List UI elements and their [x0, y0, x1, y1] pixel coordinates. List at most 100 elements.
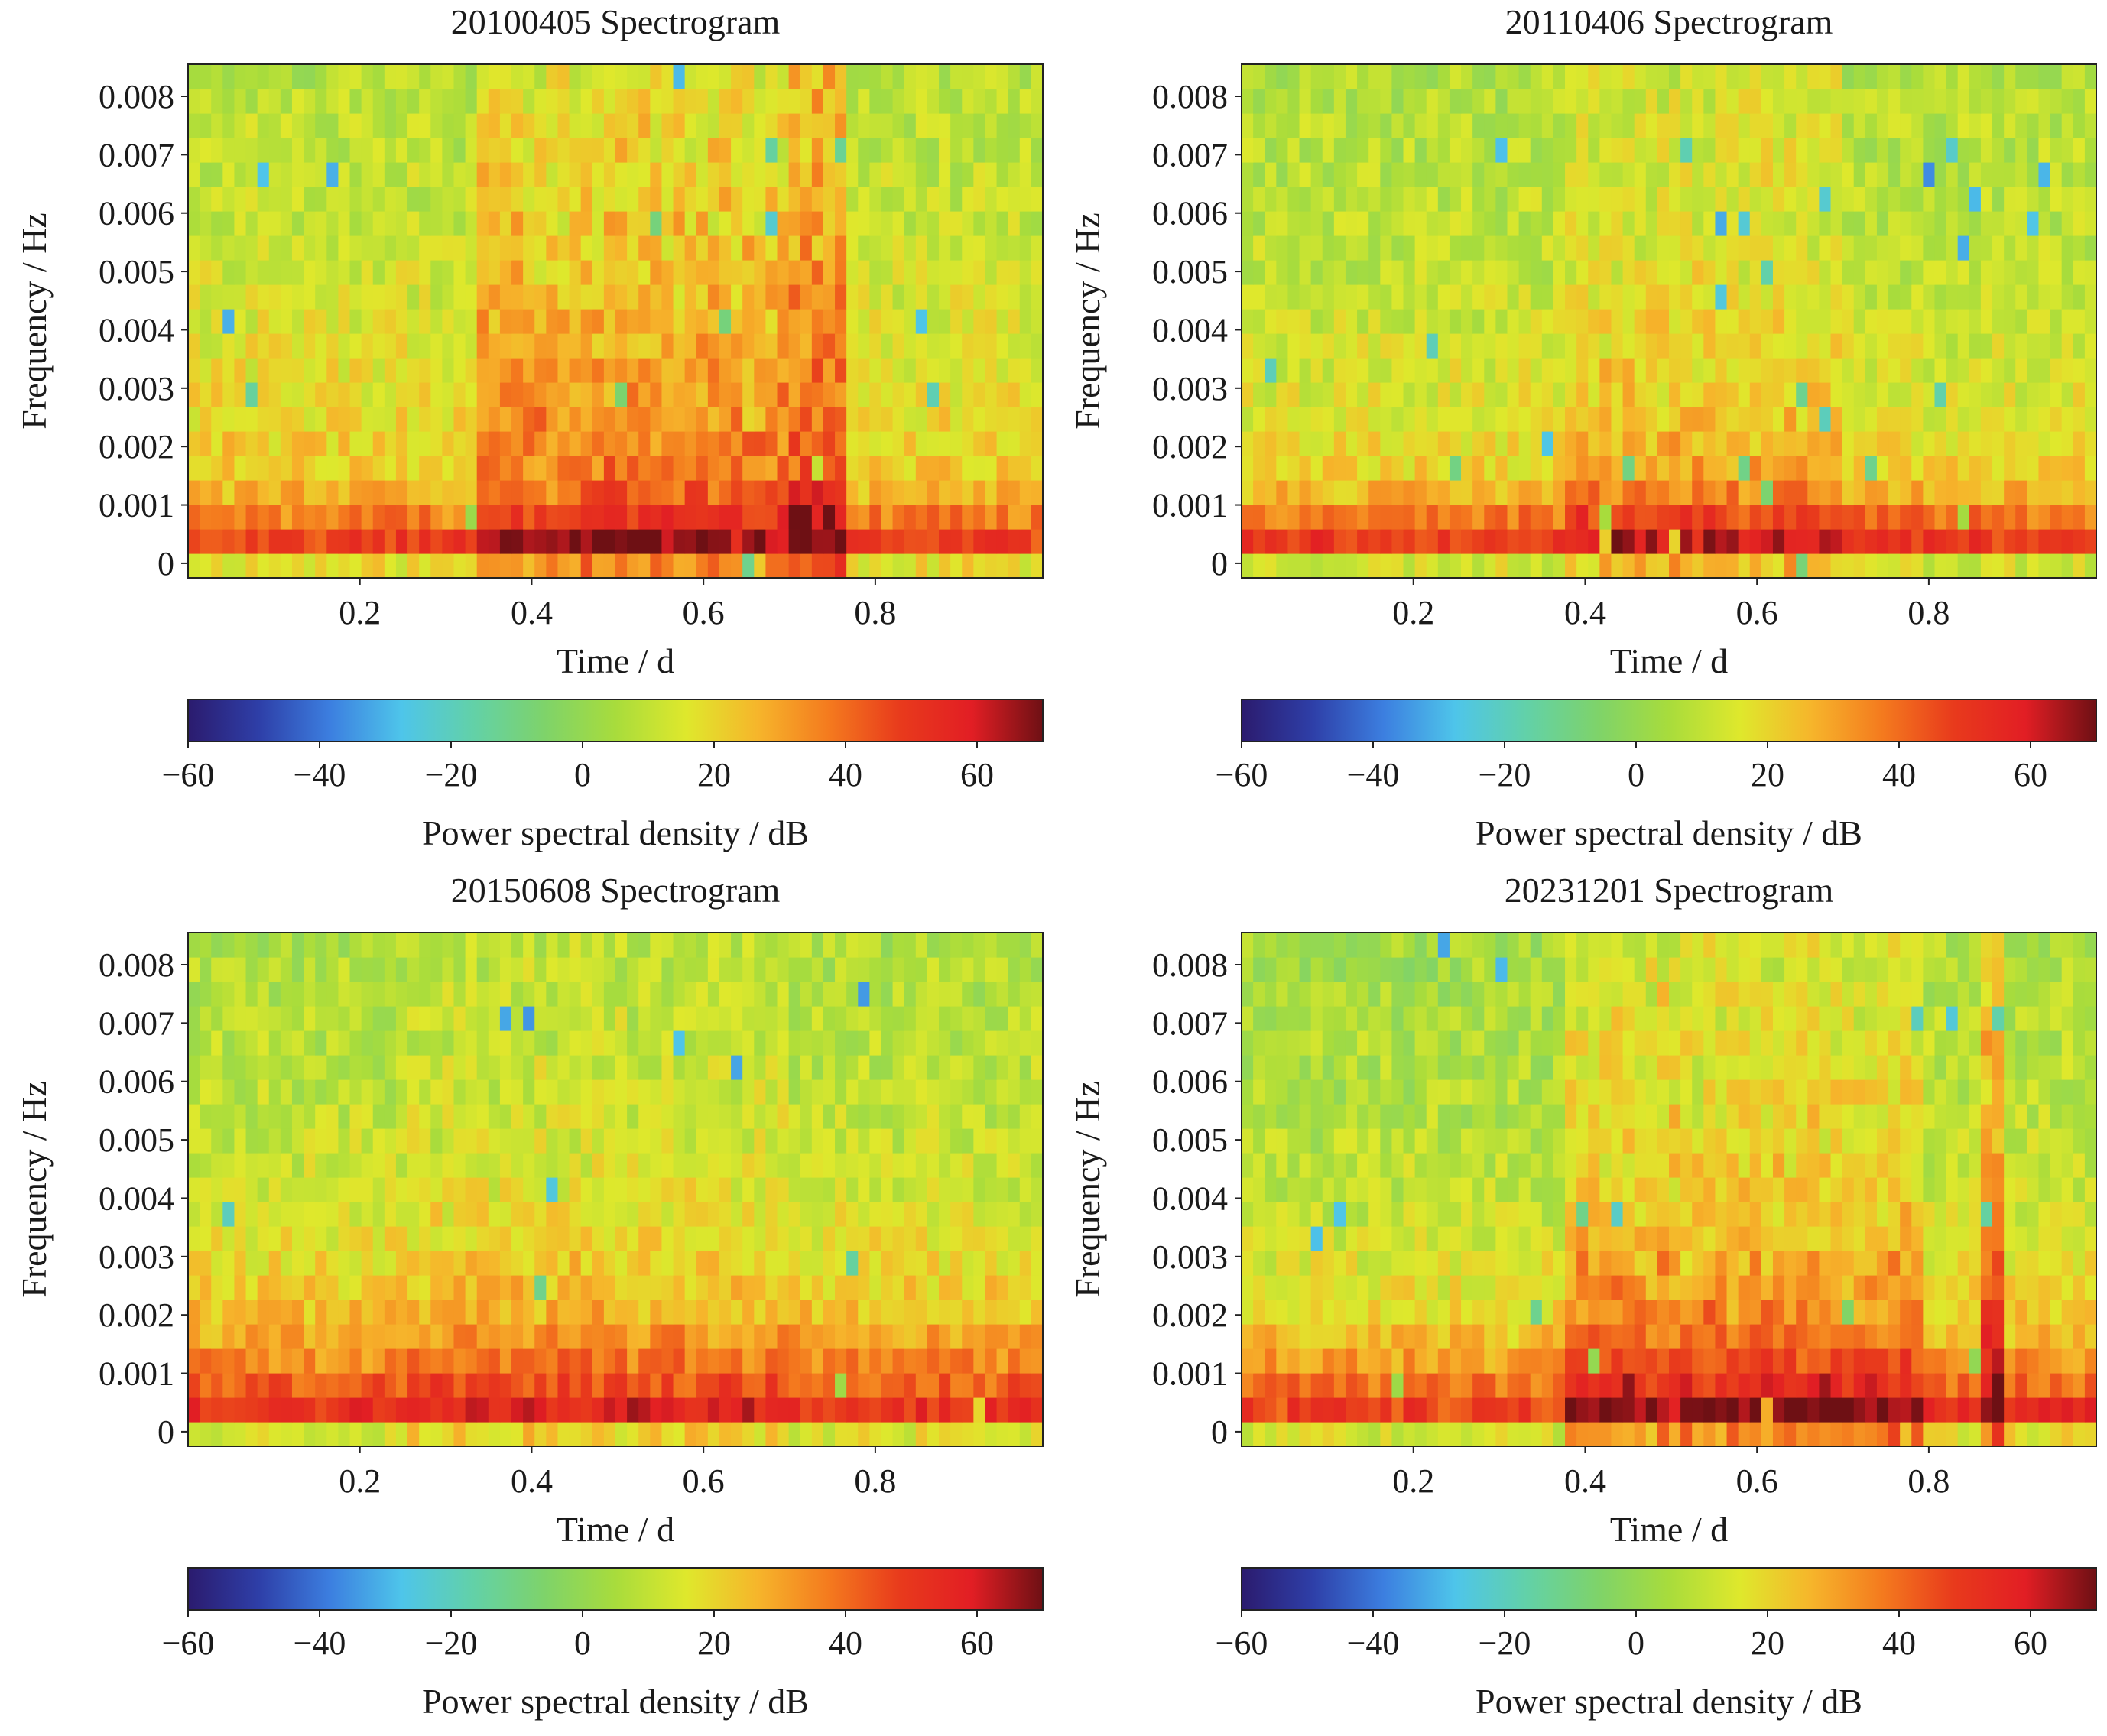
heatmap-cell — [673, 1324, 686, 1349]
heatmap-cell — [1692, 505, 1704, 530]
heatmap-cell — [280, 1275, 293, 1300]
heatmap-cell — [1588, 211, 1600, 236]
heatmap-cell — [188, 211, 200, 236]
heatmap-cell — [996, 1104, 1009, 1129]
heatmap-cell — [731, 1030, 743, 1056]
heatmap-cell — [465, 1300, 478, 1325]
heatmap-cell — [326, 553, 339, 579]
heatmap-cell — [673, 431, 686, 456]
heatmap-cell — [361, 1422, 374, 1447]
heatmap-cell — [511, 309, 524, 334]
heatmap-cell — [1031, 333, 1044, 359]
heatmap-cell — [1391, 358, 1404, 383]
heatmap-cell — [1031, 260, 1044, 285]
heatmap-cell — [476, 1055, 489, 1080]
heatmap-cell — [1588, 284, 1600, 310]
heatmap-cell — [2050, 407, 2063, 432]
heatmap-cell — [858, 957, 870, 982]
heatmap-cell — [1380, 113, 1393, 138]
heatmap-cell — [1437, 529, 1450, 554]
heatmap-cell — [315, 529, 327, 554]
heatmap-cell — [268, 1373, 281, 1398]
heatmap-cell — [395, 1079, 408, 1105]
heatmap-cell — [1357, 162, 1369, 187]
heatmap-cell — [2027, 456, 2040, 481]
heatmap-cell — [2061, 211, 2074, 236]
heatmap-cell — [569, 211, 582, 236]
heatmap-cell — [719, 1177, 732, 1202]
heatmap-cell — [696, 1422, 709, 1447]
heatmap-cell — [234, 187, 247, 212]
heatmap-cell — [892, 1006, 905, 1031]
heatmap-cell — [2027, 64, 2040, 89]
heatmap-cell — [2004, 211, 2016, 236]
heatmap-cell — [1530, 89, 1543, 114]
heatmap-cell — [430, 1422, 443, 1447]
heatmap-cell — [985, 957, 998, 982]
heatmap-cell — [1576, 260, 1589, 285]
heatmap-cell — [442, 1300, 455, 1325]
heatmap-cell — [1426, 382, 1439, 407]
heatmap-cell — [557, 1153, 570, 1178]
heatmap-cell — [1923, 382, 1936, 407]
heatmap-cell — [1008, 1251, 1021, 1276]
heatmap-cell — [534, 1128, 547, 1154]
heatmap-cell — [2061, 358, 2074, 383]
heatmap-cell — [823, 1079, 836, 1105]
heatmap-cell — [1276, 89, 1289, 114]
heatmap-cell — [315, 1153, 327, 1178]
heatmap-cell — [742, 284, 755, 310]
heatmap-cell — [1888, 211, 1901, 236]
heatmap-cell — [1588, 431, 1600, 456]
heatmap-cell — [684, 1251, 697, 1276]
heatmap-cell — [1865, 64, 1878, 89]
heatmap-cell — [1680, 456, 1693, 481]
heatmap-cell — [1888, 64, 1901, 89]
heatmap-cell — [1634, 431, 1647, 456]
heatmap-cell — [1911, 529, 1924, 554]
heatmap-cell — [2084, 138, 2097, 163]
heatmap-cell — [465, 529, 478, 554]
heatmap-cell — [650, 431, 663, 456]
heatmap-cell — [684, 1275, 697, 1300]
heatmap-cell — [915, 1251, 928, 1276]
heatmap-cell — [881, 529, 894, 554]
heatmap-cell — [1565, 333, 1577, 359]
heatmap-cell — [499, 1104, 512, 1129]
heatmap-cell — [245, 358, 258, 383]
heatmap-cell — [858, 529, 870, 554]
heatmap-cell — [1265, 64, 1277, 89]
heatmap-cells — [188, 64, 1044, 579]
heatmap-cell — [569, 64, 582, 89]
heatmap-cell — [615, 1128, 628, 1154]
heatmap-cell — [996, 1275, 1009, 1300]
heatmap-cell — [1830, 407, 1843, 432]
heatmap-cell — [1008, 480, 1021, 505]
heatmap-cell — [326, 1397, 339, 1423]
heatmap-cell — [534, 407, 547, 432]
heatmap-cell — [2050, 505, 2063, 530]
heatmap-cell — [1819, 1397, 1832, 1423]
heatmap-cell — [326, 64, 339, 89]
heatmap-cell — [638, 1079, 651, 1105]
heatmap-cell — [315, 1275, 327, 1300]
heatmap-cell — [453, 187, 466, 212]
heatmap-cell — [557, 1006, 570, 1031]
heatmap-cell — [800, 260, 813, 285]
heatmap-cell — [1530, 358, 1543, 383]
heatmap-cell — [1980, 407, 1993, 432]
heatmap-cell — [326, 1006, 339, 1031]
heatmap-cell — [395, 1202, 408, 1227]
heatmap-cell — [777, 284, 790, 310]
heatmap-cell — [488, 1153, 501, 1178]
heatmap-cell — [800, 456, 813, 481]
heatmap-cell — [1657, 89, 1670, 114]
heatmap-cell — [349, 529, 362, 554]
heatmap-cell — [1634, 138, 1647, 163]
heatmap-cell — [442, 456, 455, 481]
heatmap-cell — [858, 309, 870, 334]
heatmap-cell — [234, 211, 247, 236]
heatmap-cell — [338, 284, 351, 310]
heatmap-cell — [1669, 358, 1681, 383]
heatmap-cell — [372, 1300, 385, 1325]
